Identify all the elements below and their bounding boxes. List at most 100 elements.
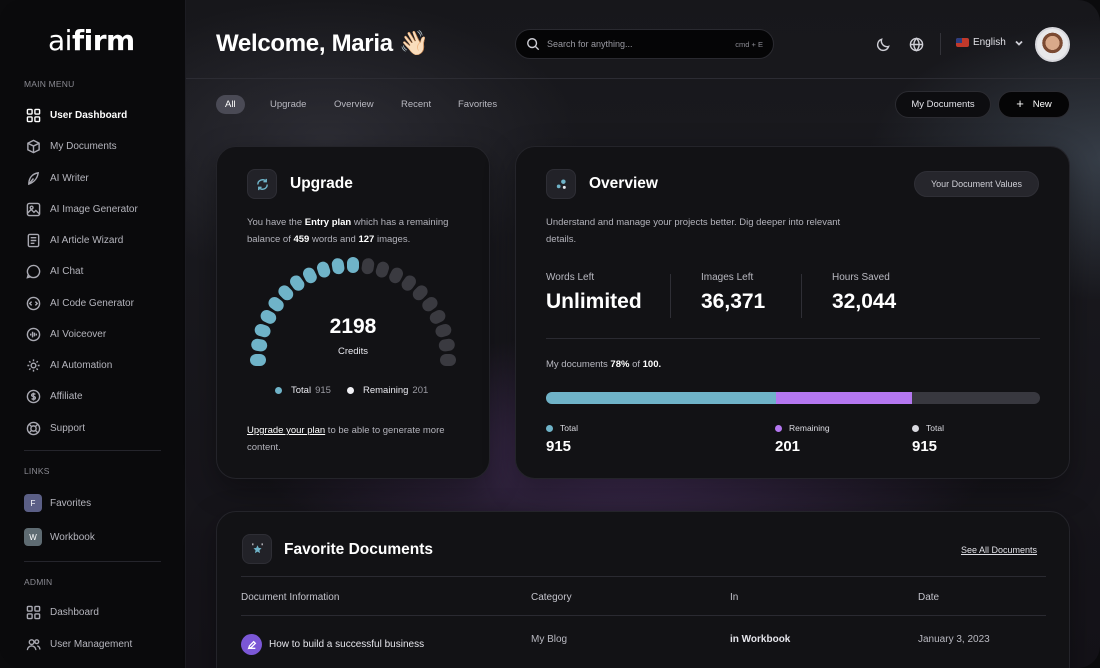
upgrade-note: Upgrade your plan to be able to generate…: [247, 425, 445, 453]
legend-total: Total 915: [275, 385, 331, 396]
sidebar-item-label: Workbook: [50, 531, 95, 543]
sidebar: aifirm MAIN MENU User Dashboard My Docum…: [0, 0, 186, 668]
favorite-documents-card: Favorite Documents See All Documents Doc…: [216, 511, 1070, 668]
credits-value: 2198: [329, 315, 377, 338]
moon-icon[interactable]: [875, 36, 891, 52]
star-icon: [242, 534, 272, 564]
sidebar-item-affiliate[interactable]: Affiliate: [24, 384, 174, 408]
search-bar[interactable]: Search for anything... cmd + E: [515, 29, 774, 59]
table-row-in: in Workbook: [730, 634, 791, 645]
filter-upgrade[interactable]: Upgrade: [270, 99, 307, 110]
dashboard-icon: [24, 106, 42, 124]
chat-icon: [24, 262, 42, 280]
voice-icon: [24, 325, 42, 343]
globe-icon[interactable]: [908, 36, 924, 52]
user-avatar[interactable]: [1035, 27, 1070, 62]
dashboard-icon: [24, 603, 42, 621]
column-category: Category: [531, 592, 572, 603]
favorites-badge: F: [24, 494, 42, 512]
gauge-segment: [254, 323, 271, 338]
document-values-button[interactable]: Your Document Values: [914, 171, 1039, 197]
gauge-segment: [268, 297, 284, 312]
sidebar-item-ai-voiceover[interactable]: AI Voiceover: [24, 322, 174, 346]
page-title: Welcome, Maria 👋🏻: [216, 30, 429, 57]
chevron-down-icon: [1015, 40, 1023, 46]
my-documents-summary: My documents 78% of 100.: [546, 359, 662, 370]
admin-label: ADMIN: [24, 577, 53, 587]
gauge-segment: [290, 275, 305, 291]
sidebar-item-label: My Documents: [50, 140, 117, 152]
filter-favorites[interactable]: Favorites: [458, 99, 498, 110]
sidebar-item-user-management[interactable]: User Management: [24, 632, 174, 656]
box-icon: [24, 137, 42, 155]
sidebar-item-my-documents[interactable]: My Documents: [24, 134, 174, 158]
legend-dot: [275, 387, 282, 394]
language-label: English: [973, 37, 1006, 48]
language-selector[interactable]: English: [956, 37, 1024, 48]
sidebar-item-ai-code-generator[interactable]: AI Code Generator: [24, 291, 174, 315]
table-row-category: My Blog: [531, 634, 568, 645]
see-all-documents-link[interactable]: See All Documents: [961, 545, 1038, 555]
sidebar-item-label: AI Code Generator: [50, 297, 134, 309]
sidebar-divider: [24, 450, 161, 451]
gauge-segment: [250, 354, 266, 366]
credits-gauge: [250, 257, 456, 366]
sidebar-item-ai-article-wizard[interactable]: AI Article Wizard: [24, 228, 174, 252]
sidebar-item-admin-dashboard[interactable]: Dashboard: [24, 600, 174, 624]
sidebar-item-label: AI Automation: [50, 359, 113, 371]
gauge-segment: [361, 258, 375, 275]
credits-label: Credits: [337, 346, 369, 357]
new-button-label: New: [1032, 99, 1052, 110]
stat-label-words: Words Left: [546, 272, 595, 283]
table-row-name[interactable]: How to build a successful business: [241, 634, 424, 655]
sidebar-item-label: User Management: [50, 638, 133, 650]
sidebar-item-label: AI Chat: [50, 265, 84, 277]
upgrade-plan-link[interactable]: Upgrade your plan: [247, 425, 326, 436]
stat-value-hours: 32,044: [832, 290, 897, 313]
documents-progress-bar: [546, 392, 1040, 404]
filter-all[interactable]: All: [216, 95, 245, 114]
sidebar-link-workbook[interactable]: W Workbook: [24, 525, 174, 549]
gauge-segment: [440, 354, 456, 366]
sidebar-item-ai-image-generator[interactable]: AI Image Generator: [24, 197, 174, 221]
breakdown-label-total: Total: [546, 423, 578, 433]
upgrade-description: You have the Entry plan which has a rema…: [247, 217, 449, 245]
header-divider-line: [186, 78, 1100, 79]
gauge-segment: [412, 285, 428, 301]
sidebar-item-ai-writer[interactable]: AI Writer: [24, 166, 174, 190]
image-icon: [24, 200, 42, 218]
writer-icon: [24, 169, 42, 187]
filter-overview[interactable]: Overview: [334, 99, 374, 110]
gauge-segment: [375, 261, 390, 278]
column-document-information: Document Information: [241, 592, 340, 603]
gauge-segment: [347, 257, 359, 273]
sidebar-item-label: Dashboard: [50, 606, 99, 618]
sidebar-item-label: Support: [50, 422, 86, 434]
stat-value-words: Unlimited: [546, 290, 642, 313]
sidebar-item-label: Affiliate: [50, 390, 83, 402]
sidebar-link-favorites[interactable]: F Favorites: [24, 491, 174, 515]
stat-label-hours: Hours Saved: [832, 272, 890, 283]
legend-dot: [347, 387, 354, 394]
sidebar-item-ai-automation[interactable]: AI Automation: [24, 353, 174, 377]
sidebar-item-user-dashboard[interactable]: User Dashboard: [24, 103, 174, 127]
search-input[interactable]: Search for anything...: [547, 39, 633, 49]
gauge-segment: [260, 309, 277, 324]
app-logo[interactable]: aifirm: [48, 24, 135, 57]
sidebar-item-label: Favorites: [50, 497, 92, 509]
links-label: LINKS: [24, 466, 50, 476]
sidebar-item-label: AI Image Generator: [50, 203, 138, 215]
main-menu-label: MAIN MENU: [24, 79, 75, 89]
header-divider: [940, 33, 941, 55]
gauge-segment: [422, 297, 438, 312]
main-content: Welcome, Maria 👋🏻 Search for anything...…: [186, 0, 1100, 668]
new-button[interactable]: + New: [998, 91, 1070, 118]
filter-recent[interactable]: Recent: [401, 99, 432, 110]
overview-title: Overview: [589, 175, 658, 192]
my-documents-button[interactable]: My Documents: [895, 91, 991, 118]
gauge-segment: [438, 338, 455, 352]
sidebar-item-support[interactable]: Support: [24, 416, 174, 440]
stat-divider: [670, 274, 671, 318]
table-header-divider: [241, 615, 1046, 616]
sidebar-item-ai-chat[interactable]: AI Chat: [24, 259, 174, 283]
